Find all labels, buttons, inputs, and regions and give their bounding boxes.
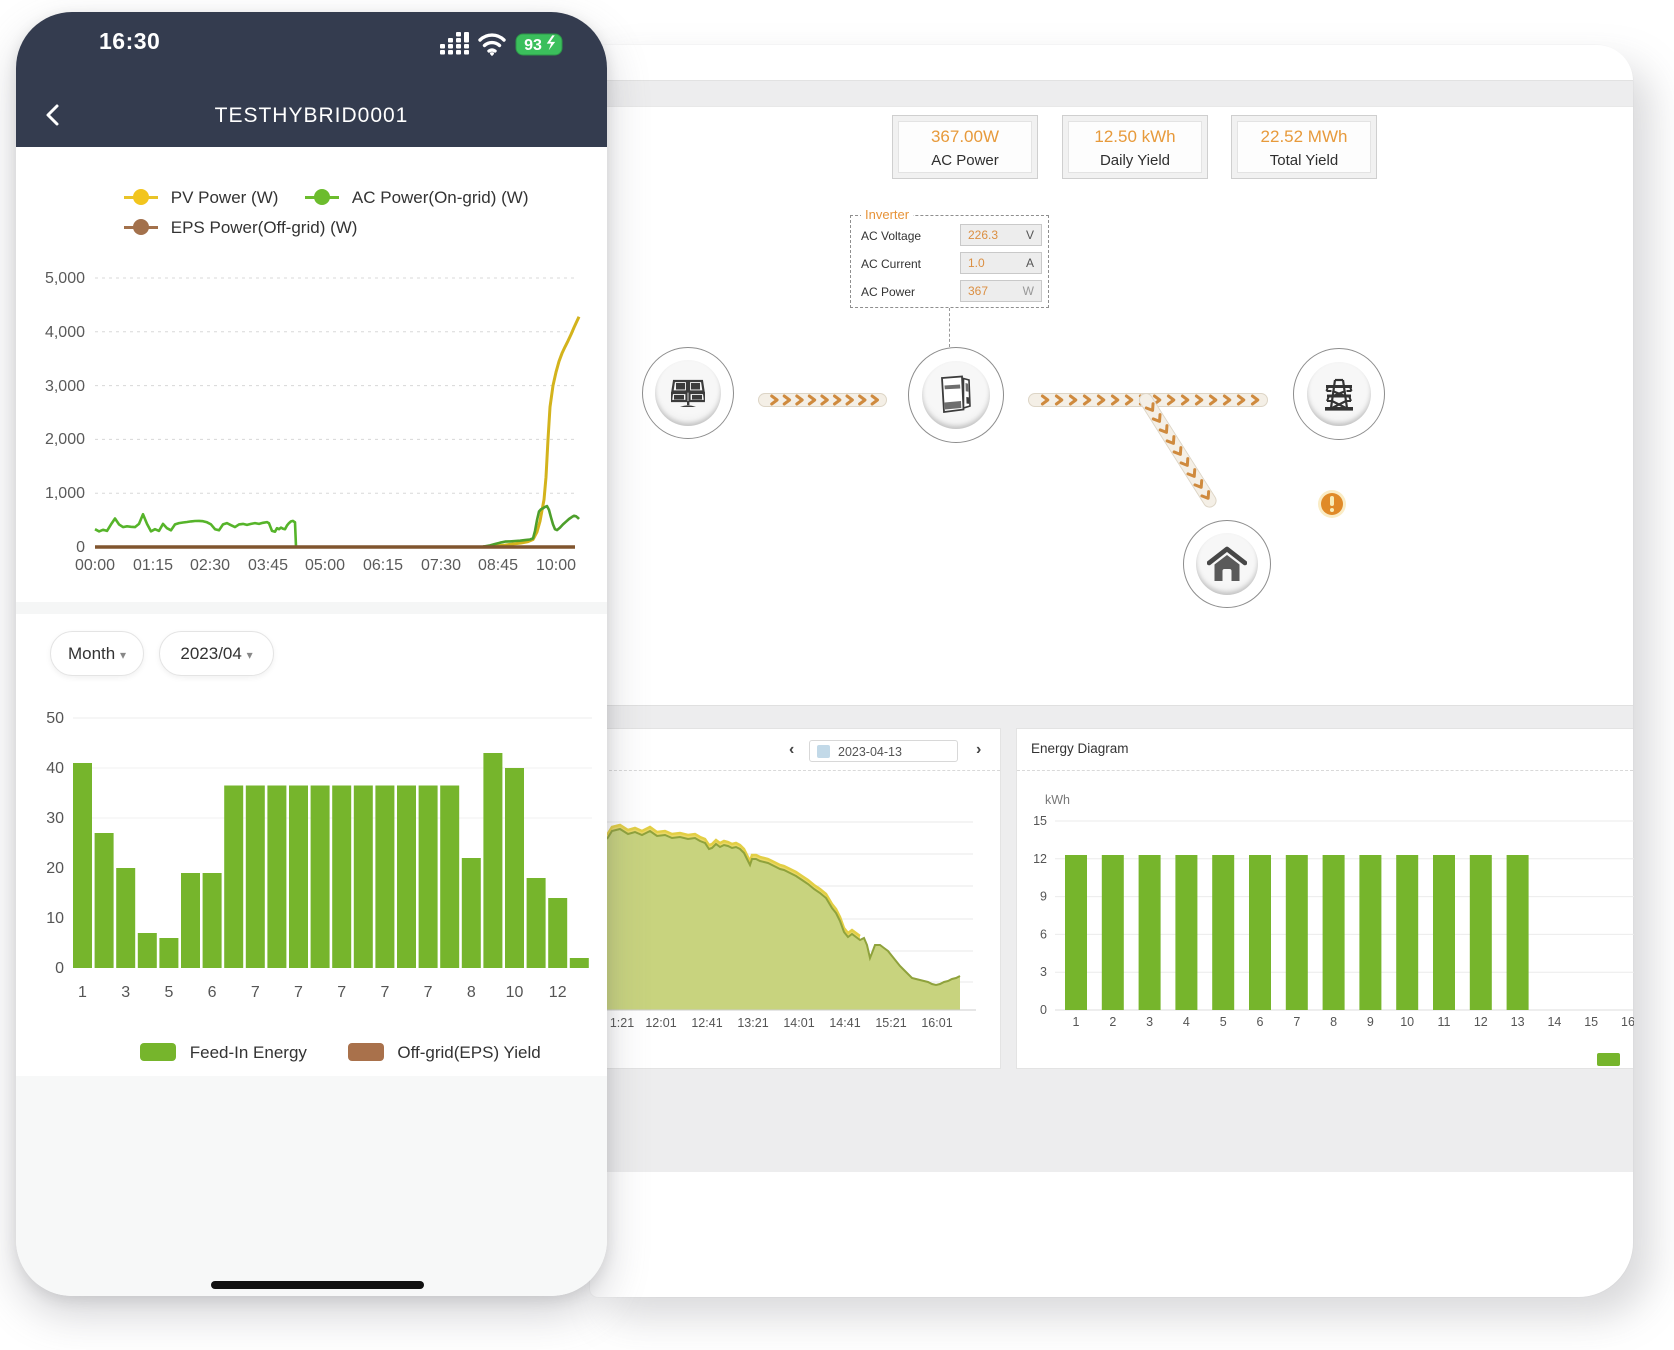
svg-text:20: 20 <box>46 860 64 877</box>
svg-text:5: 5 <box>164 984 173 1001</box>
svg-text:08:45: 08:45 <box>478 557 518 574</box>
svg-text:01:15: 01:15 <box>133 557 173 574</box>
svg-text:12:01: 12:01 <box>645 1016 676 1030</box>
svg-text:50: 50 <box>46 710 64 727</box>
svg-text:03:45: 03:45 <box>248 557 288 574</box>
svg-text:30: 30 <box>46 810 64 827</box>
svg-text:4: 4 <box>1183 1015 1190 1029</box>
svg-text:12:41: 12:41 <box>691 1016 722 1030</box>
svg-text:1: 1 <box>78 984 87 1001</box>
svg-text:93: 93 <box>524 37 542 54</box>
svg-text:6: 6 <box>1257 1015 1264 1029</box>
svg-text:6: 6 <box>208 984 217 1001</box>
svg-text:1: 1 <box>1073 1015 1080 1029</box>
svg-text:9: 9 <box>1367 1015 1374 1029</box>
svg-text:5: 5 <box>1220 1015 1227 1029</box>
svg-text:7: 7 <box>380 984 389 1001</box>
svg-text:0: 0 <box>55 960 64 977</box>
svg-text:1,000: 1,000 <box>45 485 85 502</box>
svg-text:02:30: 02:30 <box>190 557 230 574</box>
svg-text:05:00: 05:00 <box>305 557 345 574</box>
svg-text:00:00: 00:00 <box>75 557 115 574</box>
svg-text:15: 15 <box>1584 1015 1598 1029</box>
svg-text:3: 3 <box>121 984 130 1001</box>
svg-text:1:21: 1:21 <box>610 1016 634 1030</box>
svg-text:0: 0 <box>76 539 85 556</box>
svg-text:16:01: 16:01 <box>921 1016 952 1030</box>
svg-text:7: 7 <box>424 984 433 1001</box>
svg-text:14:01: 14:01 <box>783 1016 814 1030</box>
svg-text:15:21: 15:21 <box>875 1016 906 1030</box>
svg-text:14:41: 14:41 <box>829 1016 860 1030</box>
svg-text:40: 40 <box>46 760 64 777</box>
svg-text:5,000: 5,000 <box>45 270 85 287</box>
svg-text:7: 7 <box>251 984 260 1001</box>
svg-text:12: 12 <box>1033 852 1047 866</box>
svg-text:6: 6 <box>1040 927 1047 941</box>
svg-text:4,000: 4,000 <box>45 324 85 341</box>
svg-text:12: 12 <box>1474 1015 1488 1029</box>
svg-text:0: 0 <box>1040 1003 1047 1017</box>
svg-text:2,000: 2,000 <box>45 431 85 448</box>
svg-text:07:30: 07:30 <box>421 557 461 574</box>
svg-text:14: 14 <box>1547 1015 1561 1029</box>
svg-text:3: 3 <box>1146 1015 1153 1029</box>
svg-text:8: 8 <box>467 984 476 1001</box>
svg-text:15: 15 <box>1033 814 1047 828</box>
svg-text:7: 7 <box>1293 1015 1300 1029</box>
svg-text:13:21: 13:21 <box>737 1016 768 1030</box>
svg-text:kWh: kWh <box>1045 793 1070 807</box>
svg-text:7: 7 <box>337 984 346 1001</box>
svg-text:12: 12 <box>549 984 567 1001</box>
svg-text:7: 7 <box>294 984 303 1001</box>
svg-text:3: 3 <box>1040 965 1047 979</box>
svg-text:10: 10 <box>46 910 64 927</box>
svg-text:13: 13 <box>1511 1015 1525 1029</box>
svg-text:10: 10 <box>506 984 524 1001</box>
svg-text:8: 8 <box>1330 1015 1337 1029</box>
svg-text:16: 16 <box>1621 1015 1634 1029</box>
svg-text:2: 2 <box>1109 1015 1116 1029</box>
svg-text:06:15: 06:15 <box>363 557 403 574</box>
svg-text:11: 11 <box>1438 1015 1451 1029</box>
svg-text:10:00: 10:00 <box>536 557 576 574</box>
svg-text:9: 9 <box>1040 890 1047 904</box>
svg-text:3,000: 3,000 <box>45 378 85 395</box>
svg-text:10: 10 <box>1400 1015 1414 1029</box>
